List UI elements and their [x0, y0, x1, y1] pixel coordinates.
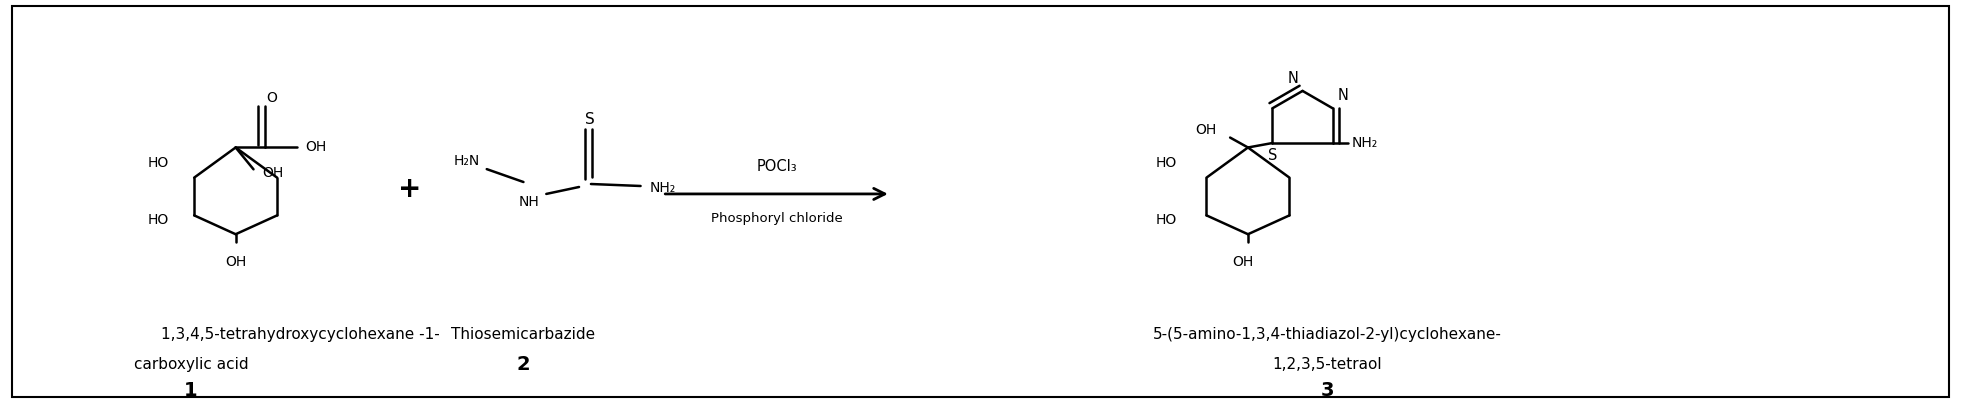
Text: OH: OH	[1196, 123, 1218, 137]
Text: +: +	[398, 175, 422, 203]
Text: POCl₃: POCl₃	[757, 159, 796, 174]
Text: OH: OH	[226, 255, 247, 269]
Text: 3: 3	[1320, 381, 1333, 400]
Text: carboxylic acid: carboxylic acid	[133, 357, 249, 372]
Text: 5-(5-amino-1,3,4-thiadiazol-2-yl)cyclohexane-: 5-(5-amino-1,3,4-thiadiazol-2-yl)cyclohe…	[1153, 327, 1502, 342]
Text: 1,3,4,5-tetrahydroxycyclohexane -1-: 1,3,4,5-tetrahydroxycyclohexane -1-	[161, 327, 439, 342]
Text: 1,2,3,5-tetraol: 1,2,3,5-tetraol	[1273, 357, 1383, 372]
Text: HO: HO	[1155, 156, 1177, 170]
Text: 1: 1	[184, 381, 198, 400]
Text: NH₂: NH₂	[649, 181, 675, 195]
Text: NH₂: NH₂	[1351, 136, 1377, 150]
Text: S: S	[584, 112, 594, 127]
Text: S: S	[1269, 148, 1277, 164]
Text: N: N	[1286, 71, 1298, 86]
Text: HO: HO	[149, 213, 169, 227]
Text: Thiosemicarbazide: Thiosemicarbazide	[451, 327, 596, 342]
Text: N: N	[1337, 88, 1347, 103]
Text: OH: OH	[263, 166, 284, 180]
Text: H₂N: H₂N	[453, 154, 480, 168]
Text: OH: OH	[1232, 255, 1253, 269]
Text: O: O	[267, 91, 277, 105]
Text: NH: NH	[520, 195, 539, 209]
Text: OH: OH	[306, 141, 327, 154]
Text: HO: HO	[1155, 213, 1177, 227]
Text: Phosphoryl chloride: Phosphoryl chloride	[710, 212, 843, 225]
Text: HO: HO	[149, 156, 169, 170]
Text: 2: 2	[516, 355, 529, 374]
